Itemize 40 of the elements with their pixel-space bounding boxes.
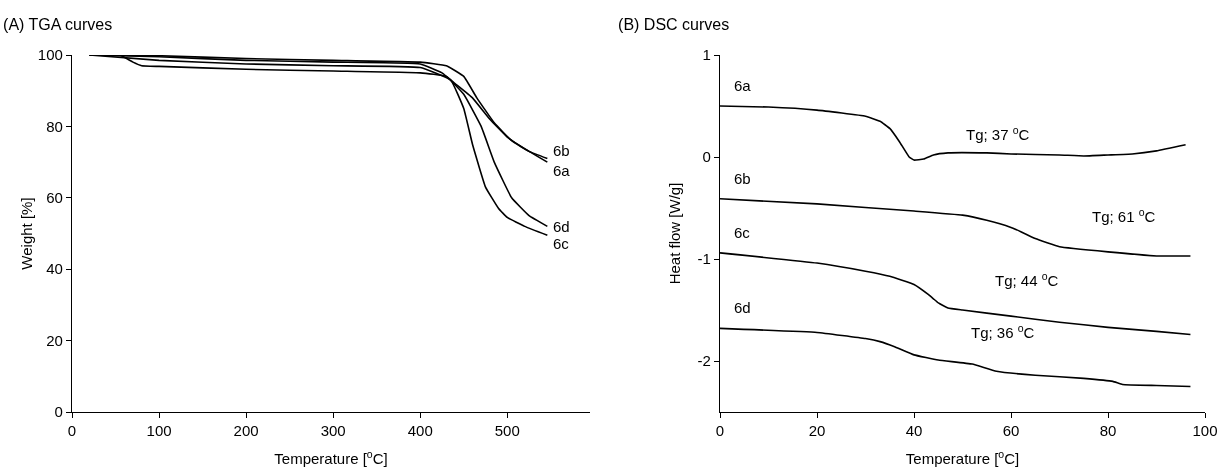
- series-label: 6c: [734, 224, 751, 241]
- y-tick-label: 1: [702, 46, 711, 64]
- y-tick-label: 100: [37, 46, 63, 64]
- series-label: 6b: [734, 170, 751, 187]
- y-tick-label: 0: [702, 148, 711, 166]
- y-tick-label: 40: [46, 260, 63, 278]
- series-label: 6a: [553, 162, 571, 179]
- annotation: Tg; 36 $^{o}$C: [971, 322, 1035, 342]
- x-tick-label: 500: [494, 422, 520, 440]
- x-tick-label: 20: [808, 422, 826, 440]
- x-tick-label: 100: [146, 422, 172, 440]
- x-axis-title: Temperature [$^{o}$C]: [274, 447, 388, 467]
- x-tick-label: 300: [320, 422, 346, 440]
- annotation: Tg; 37 $^{o}$C: [966, 124, 1030, 144]
- x-tick-label: 0: [67, 422, 77, 440]
- y-tick-label: 20: [46, 331, 63, 349]
- x-tick-label: 400: [407, 422, 433, 440]
- x-tick-label: 60: [1002, 422, 1020, 440]
- chart-title: (A) TGA curves: [3, 15, 113, 33]
- y-tick-label: 60: [46, 189, 63, 207]
- x-tick-label: 40: [905, 422, 923, 440]
- x-tick-label: 0: [715, 422, 725, 440]
- y-tick-label: 0: [54, 403, 63, 421]
- x-tick-label: 200: [233, 422, 259, 440]
- y-axis-title: Weight [%]: [17, 197, 35, 270]
- annotation: Tg; 44 $^{o}$C: [995, 270, 1059, 290]
- x-tick-label: 100: [1192, 422, 1218, 440]
- y-axis-title: Heat flow [W/g]: [665, 182, 683, 285]
- annotation: Tg; 61 $^{o}$C: [1092, 206, 1156, 226]
- series-label: 6a: [734, 77, 752, 94]
- y-tick-label: 80: [46, 117, 63, 135]
- series-label: 6c: [553, 235, 570, 252]
- x-tick-label: 80: [1099, 422, 1117, 440]
- series-label: 6b: [553, 142, 570, 159]
- series-label: 6d: [553, 218, 570, 235]
- y-tick-label: -1: [697, 250, 711, 268]
- x-axis-title: Temperature [$^{o}$C]: [905, 447, 1020, 467]
- chart-title: (B) DSC curves: [618, 15, 730, 33]
- series-label: 6d: [734, 299, 751, 316]
- y-tick-label: -2: [697, 352, 711, 370]
